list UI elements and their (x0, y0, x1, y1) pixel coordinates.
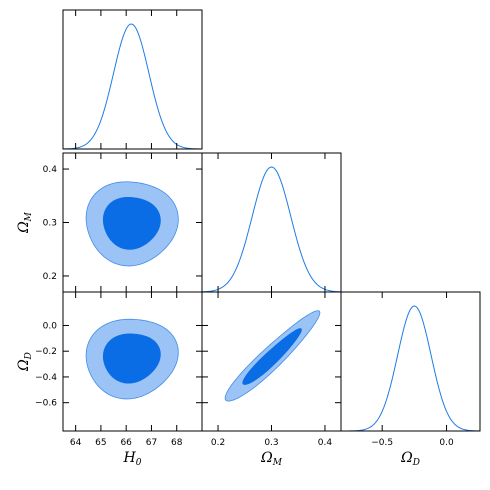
y-tick-label: 0.3 (43, 219, 57, 229)
x-tick-label: 67 (146, 438, 157, 448)
y-tick-label: −0.2 (35, 347, 57, 357)
x-axis-title-OmegaM: ΩM (260, 450, 283, 468)
y-tick-label: 0.0 (43, 321, 58, 331)
contour-panel-H0-OmegaM (62, 152, 203, 293)
y-tick-label: −0.6 (35, 399, 57, 409)
marginal-curve-OmegaD (341, 305, 481, 432)
marginal-panel-OmegaM (201, 152, 342, 293)
x-tick-label: 65 (95, 438, 106, 448)
panel-frame (201, 152, 342, 293)
y-tick-label: −0.4 (35, 373, 57, 383)
marginal-curve-H0 (62, 23, 203, 150)
panel-frame (62, 9, 203, 150)
contour-68 (242, 328, 302, 385)
y-axis-title-OmegaM: ΩM (16, 211, 34, 234)
marginal-curve-OmegaM (201, 166, 342, 293)
x-tick-label: 0.4 (318, 438, 333, 448)
y-tick-label: 0.4 (43, 165, 58, 175)
x-tick-label: 68 (171, 438, 183, 448)
contour-panel-H0-OmegaD (62, 291, 203, 432)
x-tick-label: −0.5 (371, 438, 393, 448)
x-tick-label: 66 (120, 438, 132, 448)
x-tick-label: 0.0 (439, 438, 454, 448)
marginal-panel-OmegaD (340, 291, 481, 432)
contour-68 (102, 196, 161, 250)
x-tick-label: 0.2 (211, 438, 225, 448)
marginal-panel-H0 (62, 9, 203, 150)
y-axis-title-OmegaD: ΩD (16, 352, 34, 372)
x-tick-label: 64 (70, 438, 82, 448)
contour-68 (102, 333, 161, 384)
y-tick-label: 0.2 (43, 272, 57, 282)
x-axis-title-H0: H0 (123, 450, 142, 468)
contour-panel-OmegaM-OmegaD (201, 291, 342, 432)
panel-frame (340, 291, 481, 432)
x-axis-title-OmegaD: ΩD (400, 450, 420, 468)
x-tick-label: 0.3 (264, 438, 278, 448)
